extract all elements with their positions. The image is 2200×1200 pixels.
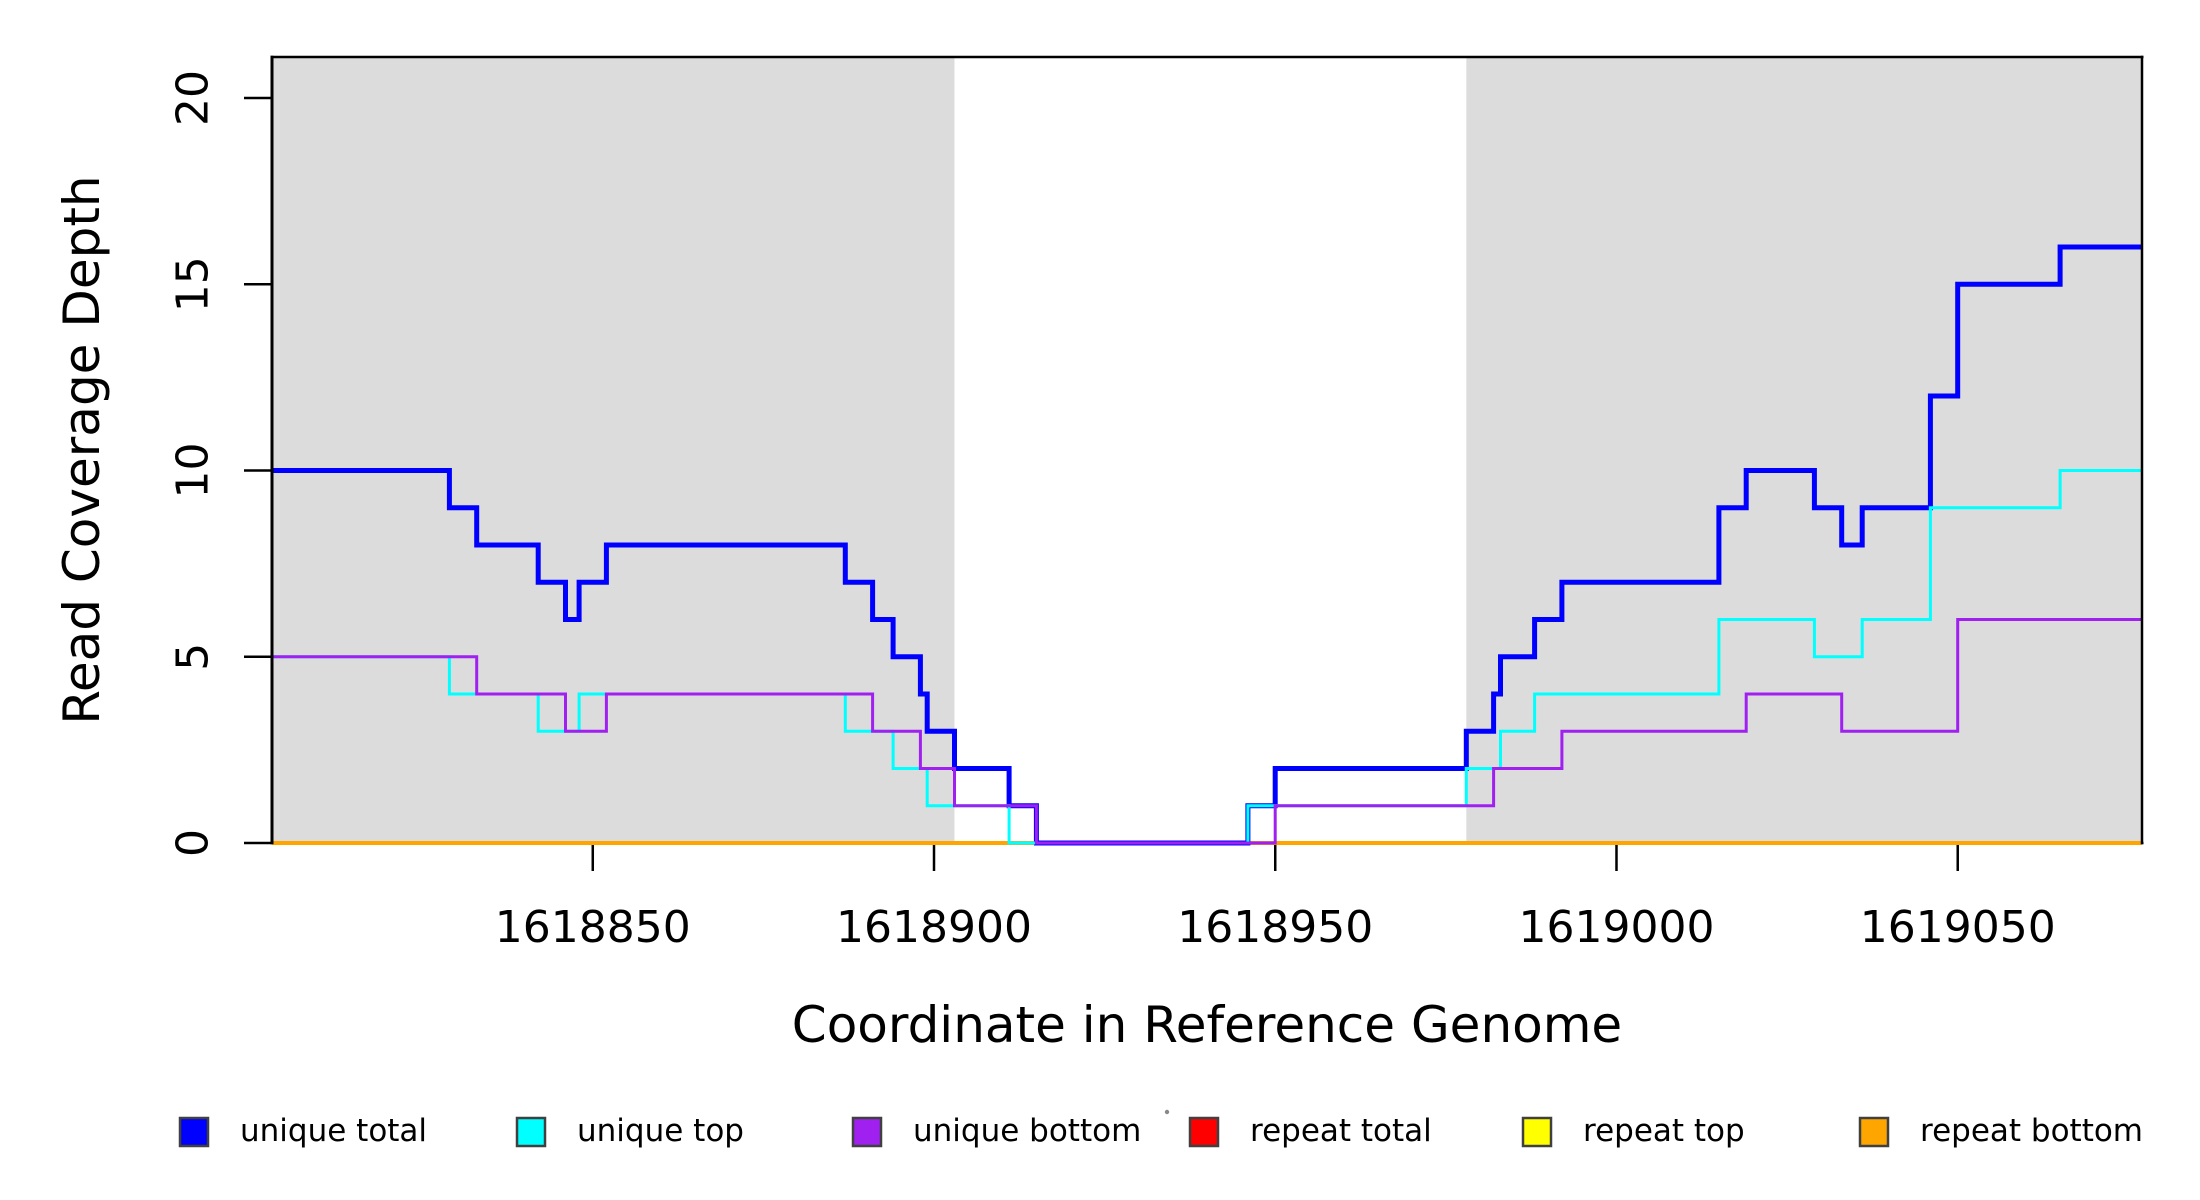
legend-swatch-repeat-total [1188,1116,1220,1148]
y-axis-title: Read Coverage Depth [53,175,111,724]
legend-label: unique total [240,1113,427,1149]
y-tick-label: 0 [168,829,219,857]
y-tick-label: 5 [168,643,219,671]
y-tick-label: 15 [168,256,219,312]
legend-swatch-unique-bottom [851,1116,883,1148]
series-unique-bottom [272,618,2142,845]
x-tick-label: 1618900 [836,902,1032,953]
legend-swatch-unique-top [515,1116,547,1148]
x-tick-label: 1619050 [1860,902,2056,953]
x-tick-label: 1618850 [495,902,691,953]
legend-swatch-repeat-bottom [1858,1116,1890,1148]
x-axis-title: Coordinate in Reference Genome [792,996,1622,1054]
y-tick-label: 20 [168,70,219,126]
highlight-region-2 [1466,57,2142,843]
x-tick-label: 1618950 [1177,902,1373,953]
legend-swatch-unique-total [178,1116,210,1148]
legend-label: unique bottom [913,1113,1141,1149]
legend-label: repeat total [1250,1113,1432,1149]
legend-label: repeat top [1583,1113,1745,1149]
legend-swatch-repeat-top [1521,1116,1553,1148]
y-tick-label: 10 [168,442,219,498]
legend-label: repeat bottom [1920,1113,2143,1149]
legend-label: unique top [577,1113,744,1149]
stray-mark [1164,1109,1170,1115]
highlight-region-1 [272,57,955,843]
x-tick-label: 1619000 [1519,902,1715,953]
